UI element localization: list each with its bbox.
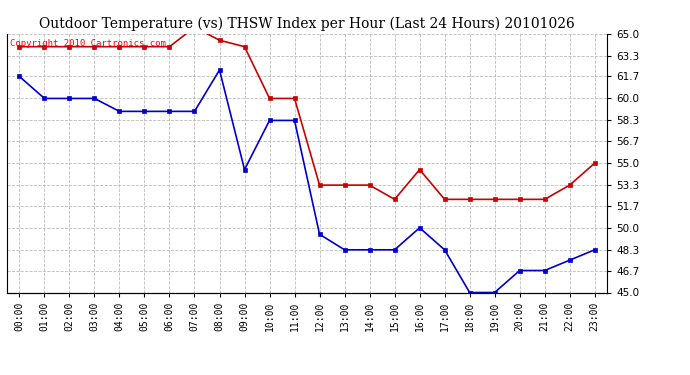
Text: Copyright 2010 Cartronics.com: Copyright 2010 Cartronics.com	[10, 39, 166, 48]
Title: Outdoor Temperature (vs) THSW Index per Hour (Last 24 Hours) 20101026: Outdoor Temperature (vs) THSW Index per …	[39, 17, 575, 31]
